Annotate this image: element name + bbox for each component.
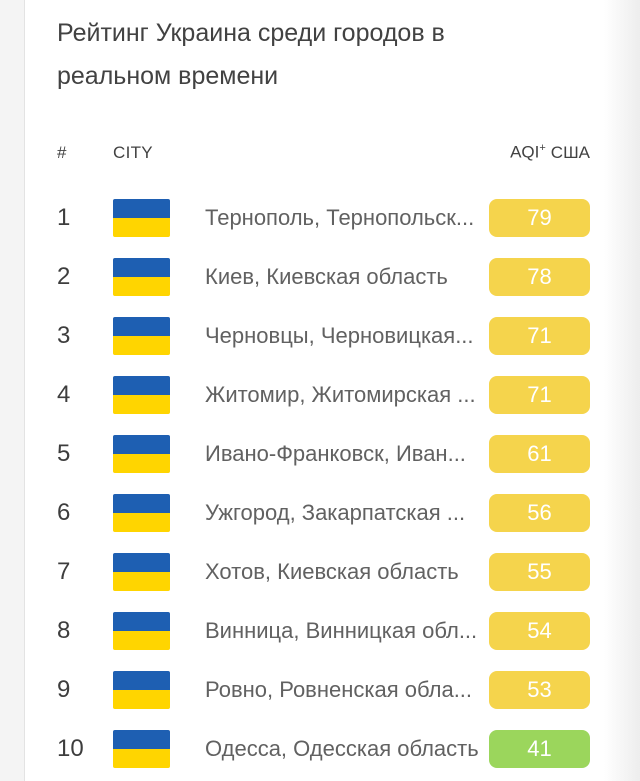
ukraine-flag-icon [113, 611, 170, 650]
ranking-card: Рейтинг Украина среди городов в реальном… [57, 0, 590, 778]
rank-number: 3 [57, 321, 71, 349]
rank-number: 1 [57, 203, 71, 231]
ukraine-flag-icon [113, 375, 170, 414]
rank-number: 4 [57, 380, 71, 408]
table-row[interactable]: 9 Ровно, Ровненская обла... 53 [57, 660, 590, 719]
aqi-badge: 78 [489, 257, 590, 296]
page-title: Рейтинг Украина среди городов в реальном… [57, 19, 445, 90]
table-row[interactable]: 3 Черновцы, Черновицкая... 71 [57, 306, 590, 365]
city-name: Ивано-Франковск, Иван... [205, 440, 466, 466]
table-row[interactable]: 1 Тернополь, Тернопольск... 79 [57, 188, 590, 247]
city-column-header: CITY [113, 142, 153, 162]
aqi-column-header: AQI+ США [510, 142, 590, 162]
aqi-badge: 55 [489, 552, 590, 591]
city-name: Тернополь, Тернопольск... [205, 204, 475, 230]
rank-number: 10 [57, 734, 84, 762]
page-right-gutter [604, 0, 640, 781]
city-name: Ровно, Ровненская обла... [205, 676, 473, 702]
aqi-badge: 53 [489, 670, 590, 709]
table-header-row: # CITY AQI+ США [57, 142, 590, 166]
table-row[interactable]: 4 Житомир, Житомирская ... 71 [57, 365, 590, 424]
table-row[interactable]: 7 Хотов, Киевская область 55 [57, 542, 590, 601]
rank-number: 7 [57, 557, 71, 585]
city-name: Одесса, Одесская область [205, 735, 479, 761]
table-row[interactable]: 10 Одесса, Одесская область 41 [57, 719, 590, 778]
table-row[interactable]: 6 Ужгород, Закарпатская ... 56 [57, 483, 590, 542]
table-row[interactable]: 8 Винница, Винницкая обл... 54 [57, 601, 590, 660]
page-left-gutter [0, 0, 25, 781]
ukraine-flag-icon [113, 552, 170, 591]
ukraine-flag-icon [113, 729, 170, 768]
rank-column-header: # [57, 142, 67, 162]
city-name: Винница, Винницкая обл... [205, 617, 478, 643]
ukraine-flag-icon [113, 493, 170, 532]
table-row[interactable]: 5 Ивано-Франковск, Иван... 61 [57, 424, 590, 483]
rank-number: 8 [57, 616, 71, 644]
aqi-badge: 71 [489, 316, 590, 355]
table-row[interactable]: 2 Киев, Киевская область 78 [57, 247, 590, 306]
ukraine-flag-icon [113, 434, 170, 473]
ranking-table: 1 Тернополь, Тернопольск... 79 2 Киев, К… [57, 188, 590, 778]
aqi-badge: 56 [489, 493, 590, 532]
rank-number: 6 [57, 498, 71, 526]
aqi-badge: 61 [489, 434, 590, 473]
aqi-badge: 41 [489, 729, 590, 768]
aqi-badge: 54 [489, 611, 590, 650]
city-name: Киев, Киевская область [205, 263, 448, 289]
ukraine-flag-icon [113, 670, 170, 709]
rank-number: 5 [57, 439, 71, 467]
city-name: Житомир, Житомирская ... [205, 381, 476, 407]
ukraine-flag-icon [113, 316, 170, 355]
city-name: Ужгород, Закарпатская ... [205, 499, 466, 525]
rank-number: 2 [57, 262, 71, 290]
ukraine-flag-icon [113, 257, 170, 296]
rank-number: 9 [57, 675, 71, 703]
aqi-badge: 79 [489, 198, 590, 237]
aqi-badge: 71 [489, 375, 590, 414]
city-name: Хотов, Киевская область [205, 558, 459, 584]
ukraine-flag-icon [113, 198, 170, 237]
city-name: Черновцы, Черновицкая... [205, 322, 474, 348]
